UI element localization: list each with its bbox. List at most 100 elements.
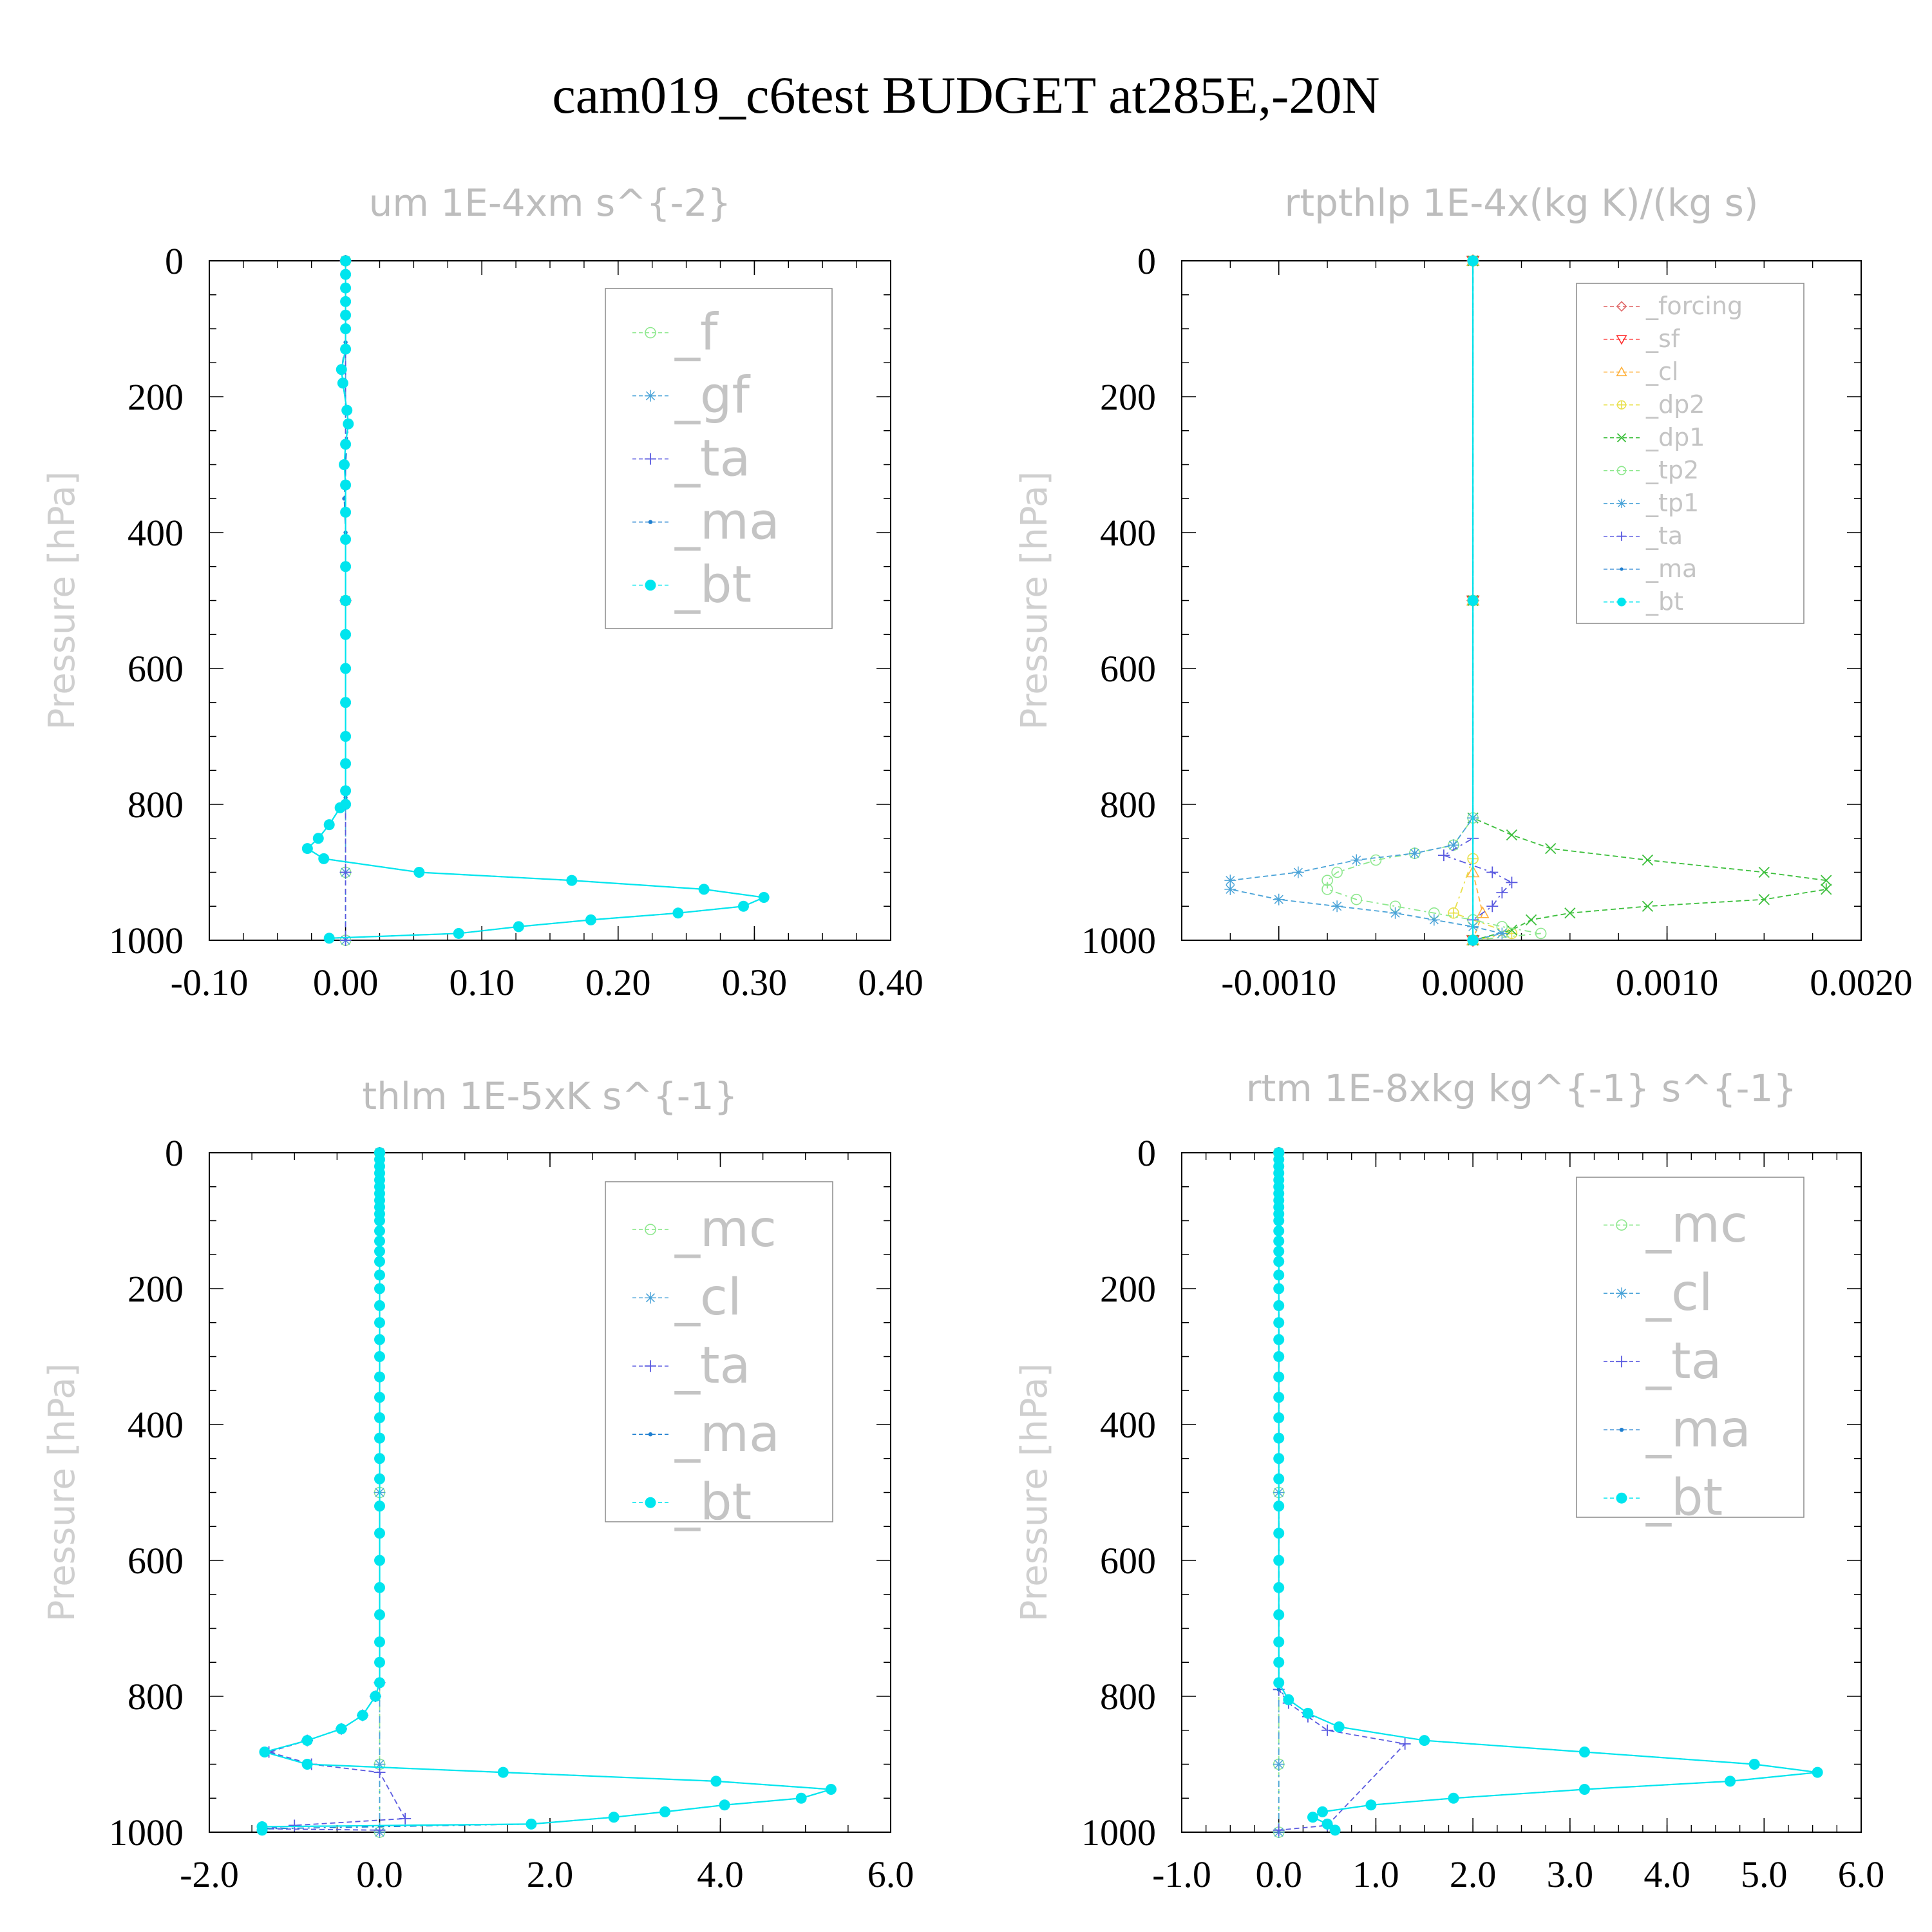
data-point (513, 921, 524, 933)
data-point (1496, 927, 1508, 940)
data-point (374, 1235, 385, 1247)
y-tick-label: 800 (1100, 784, 1156, 826)
legend-label: _ma (1645, 1401, 1751, 1459)
data-point (340, 595, 352, 606)
legend-marker (1616, 1492, 1627, 1504)
legend-box (1576, 1177, 1804, 1518)
legend-marker (1616, 335, 1627, 345)
data-point (340, 731, 352, 742)
data-point (374, 1555, 385, 1566)
data-point (374, 1528, 385, 1539)
panels: um 1E-4xm s^{-2} Pressure [hPa] 0 200 400 600… (41, 181, 1913, 1895)
data-point (1331, 866, 1343, 878)
data-point (710, 1776, 722, 1787)
legend-marker (1619, 1428, 1624, 1432)
y-tick-label: 0 (165, 240, 184, 282)
legend-marker (645, 1360, 656, 1372)
legend-label: _bt (1645, 1469, 1723, 1527)
data-point (1486, 866, 1499, 878)
data-point (1506, 876, 1518, 889)
data-point (339, 934, 352, 946)
x-tick-label: 0.40 (858, 961, 923, 1003)
data-point (1467, 255, 1479, 267)
data-point (1307, 1812, 1318, 1823)
series-line (1472, 261, 1827, 941)
data-point (1564, 907, 1576, 919)
legend-label: _tp2 (1645, 456, 1699, 484)
y-tick-label: 0 (165, 1132, 184, 1174)
legend-label: _ma (674, 493, 780, 551)
legend-marker (1616, 466, 1627, 475)
data-point (1273, 1245, 1285, 1257)
data-point (340, 323, 352, 334)
x-tick-label: 0.20 (585, 961, 651, 1003)
data-point (1333, 1721, 1345, 1732)
data-point (374, 1269, 385, 1281)
legend-marker (645, 580, 656, 591)
data-point (340, 785, 352, 797)
data-point (825, 1784, 837, 1795)
legend-marker (645, 327, 656, 339)
data-point (497, 1766, 509, 1778)
data-point (1321, 884, 1333, 895)
data-point (1321, 875, 1333, 886)
x-tick-label: 0.0 (356, 1853, 403, 1895)
legend-marker (1616, 498, 1627, 508)
y-tick-label: 600 (1100, 648, 1156, 690)
data-point (795, 1792, 807, 1804)
data-point (340, 506, 352, 518)
data-point (374, 1245, 385, 1257)
data-point (374, 1677, 385, 1689)
data-point (1273, 1351, 1285, 1362)
legend-marker (645, 1497, 656, 1508)
data-point (374, 1256, 385, 1267)
data-point (566, 875, 578, 886)
data-point (340, 269, 352, 280)
data-point (719, 1799, 730, 1811)
data-point (340, 309, 352, 321)
data-point (301, 1759, 313, 1770)
legend-label: _dp2 (1645, 390, 1705, 419)
legend-marker (1616, 366, 1627, 377)
data-point (340, 663, 352, 674)
data-point (370, 1690, 381, 1702)
x-tick-label: 4.0 (1643, 1853, 1690, 1895)
y-tick-label: 600 (128, 1540, 184, 1582)
data-point (1821, 875, 1832, 886)
data-point (1408, 847, 1421, 859)
legend-label: _f (674, 303, 719, 361)
y-tick-label: 800 (1100, 1676, 1156, 1718)
data-point (318, 853, 330, 864)
x-tick-label: 6.0 (867, 1853, 914, 1895)
data-point (336, 364, 347, 375)
data-point (323, 933, 335, 944)
data-point (399, 1812, 412, 1824)
data-point (374, 1351, 385, 1362)
data-point (1273, 1636, 1285, 1648)
series-layer (1273, 1147, 1823, 1838)
x-tick-label: -0.0010 (1221, 961, 1336, 1003)
data-point (374, 1392, 385, 1403)
x-tick-label: 0.0010 (1616, 961, 1719, 1003)
data-point (737, 900, 749, 912)
data-point (337, 377, 348, 389)
data-point (1273, 1609, 1285, 1620)
data-point (1273, 1215, 1285, 1226)
data-point (1292, 866, 1304, 878)
data-point (374, 1283, 385, 1294)
y-axis-label: Pressure [hPa] (41, 471, 83, 730)
data-point (374, 1766, 386, 1779)
legend-label: _bt (674, 1473, 752, 1531)
y-tick-label: 0 (1137, 1132, 1156, 1174)
legend-label: _ta (1645, 522, 1683, 550)
legend-label: _sf (1645, 325, 1681, 353)
legend-label: _mc (1645, 1196, 1748, 1254)
data-point (1428, 914, 1440, 926)
data-point (1273, 1256, 1285, 1267)
data-point (301, 843, 313, 855)
data-point (1302, 1707, 1314, 1719)
data-point (1365, 1799, 1377, 1811)
data-point (1725, 1776, 1736, 1787)
data-point (1331, 900, 1343, 913)
